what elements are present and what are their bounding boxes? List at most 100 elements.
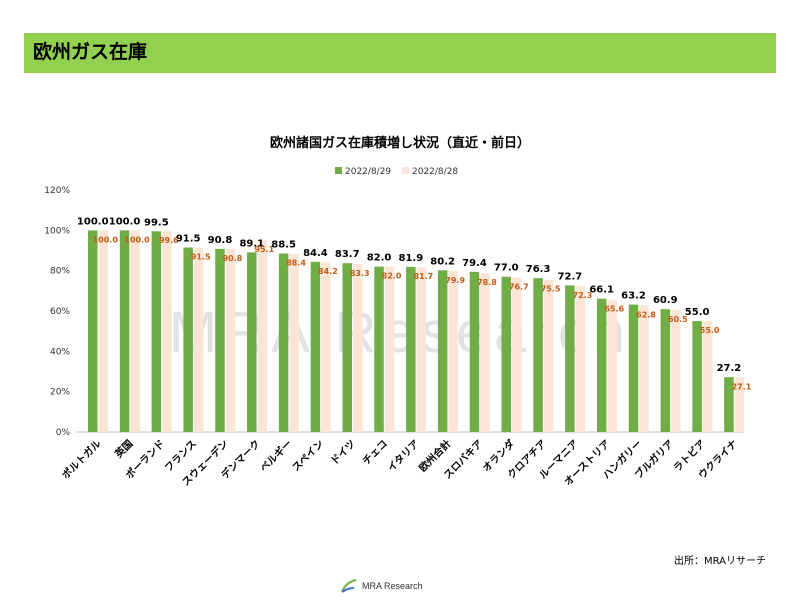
- bar-series-1: [628, 304, 639, 432]
- bar-series-1: [119, 230, 130, 432]
- y-tick-label: 120%: [44, 186, 70, 196]
- bar-series-1: [183, 247, 193, 432]
- bar-series-2: [289, 253, 299, 432]
- bar-series-1: [469, 271, 480, 432]
- bar-series-1: [310, 261, 321, 432]
- data-label-series-1: 80.2: [430, 256, 455, 267]
- logo: MRA Research: [340, 578, 423, 594]
- bar-series-2: [225, 248, 236, 432]
- bar-series-2: [162, 231, 172, 432]
- bar-series-2: [671, 309, 681, 432]
- data-label-series-2: 62.8: [636, 310, 656, 319]
- legend-label-series-1: 2022/8/29: [345, 167, 391, 177]
- y-tick-label: 0%: [56, 428, 71, 438]
- bar-series-2: [384, 266, 395, 432]
- x-tick-label: イタリア: [385, 438, 421, 474]
- data-label-series-1: 63.2: [621, 291, 646, 302]
- data-label-series-2: 76.7: [509, 282, 529, 291]
- chart-title: 欧州諸国ガス在庫積増し状況（直近・前日）: [269, 136, 530, 151]
- bar-series-2: [448, 270, 458, 432]
- data-label-series-1: 55.0: [685, 307, 710, 318]
- bar-series-2: [543, 279, 554, 432]
- data-label-series-1: 82.0: [367, 253, 392, 264]
- bar-series-1: [724, 377, 734, 432]
- data-label-series-1: 81.9: [399, 253, 424, 264]
- page-title: 欧州ガス在庫: [33, 41, 148, 63]
- data-label-series-2: 79.9: [445, 276, 465, 285]
- data-label-series-1: 88.5: [271, 240, 296, 251]
- y-tick-label: 60%: [50, 307, 70, 317]
- data-label-series-1: 91.5: [176, 233, 201, 244]
- data-label-series-2: 82.0: [382, 272, 402, 281]
- data-label-series-2: 60.5: [668, 315, 688, 324]
- bar-series-1: [88, 230, 98, 432]
- bar-series-2: [98, 230, 108, 432]
- bar-series-1: [151, 231, 162, 432]
- data-label-series-1: 66.1: [589, 285, 614, 296]
- bar-series-1: [501, 276, 512, 432]
- legend-swatch-series-2: [402, 167, 409, 174]
- y-tick-label: 80%: [50, 267, 70, 277]
- bar-series-2: [130, 230, 140, 432]
- data-label-series-2: 72.3: [573, 291, 593, 300]
- data-label-series-1: 83.7: [335, 249, 360, 260]
- bar-series-2: [512, 277, 522, 432]
- y-tick-label: 100%: [44, 226, 70, 236]
- watermark: MRA Research: [169, 300, 631, 365]
- bar-series-1: [692, 321, 702, 432]
- data-label-series-1: 84.4: [303, 248, 328, 259]
- bar-series-2: [480, 273, 490, 432]
- bar-series-2: [257, 240, 268, 432]
- bar-series-1: [533, 278, 543, 432]
- bar-series-1: [660, 309, 671, 432]
- data-label-series-2: 88.4: [286, 259, 306, 268]
- data-label-series-2: 100.0: [93, 235, 119, 244]
- bar-series-2: [321, 262, 331, 432]
- data-label-series-2: 75.5: [541, 285, 561, 294]
- x-tick-label: ポルトガル: [59, 437, 104, 482]
- data-label-series-1: 79.4: [462, 258, 487, 269]
- data-label-series-2: 81.7: [413, 272, 433, 281]
- data-label-series-1: 100.0: [109, 216, 141, 227]
- data-label-series-1: 77.0: [494, 263, 519, 274]
- bar-series-1: [596, 298, 607, 432]
- legend-swatch-series-1: [335, 167, 342, 174]
- data-label-series-2: 99.6: [159, 236, 179, 245]
- bar-series-1: [565, 285, 575, 432]
- bar-series-1: [406, 266, 416, 432]
- data-label-series-2: 91.5: [191, 252, 211, 261]
- y-tick-label: 40%: [50, 347, 70, 357]
- data-label-series-2: 27.1: [732, 382, 752, 391]
- data-label-series-1: 99.5: [144, 217, 169, 228]
- data-label-series-2: 55.0: [700, 326, 720, 335]
- bar-series-2: [575, 286, 586, 432]
- bar-series-2: [702, 321, 713, 432]
- data-label-series-1: 89.1: [239, 238, 264, 249]
- y-tick-label: 20%: [50, 388, 70, 398]
- data-label-series-2: 65.6: [604, 305, 624, 314]
- data-label-series-2: 84.2: [318, 267, 338, 276]
- data-label-series-1: 76.3: [526, 264, 551, 275]
- data-label-series-1: 27.2: [717, 363, 742, 374]
- bar-series-1: [342, 263, 352, 432]
- x-tick-label: ベルギー: [257, 437, 294, 474]
- data-label-series-2: 95.1: [254, 245, 274, 254]
- legend-label-series-2: 2022/8/28: [412, 167, 458, 177]
- bar-series-2: [639, 305, 649, 432]
- bar-series-1: [437, 270, 448, 432]
- data-label-series-1: 60.9: [653, 295, 678, 306]
- logo-icon: [341, 579, 357, 593]
- data-label-series-2: 83.3: [350, 269, 370, 278]
- bar-series-2: [352, 264, 363, 432]
- bar-series-1: [278, 253, 289, 432]
- bar-series-1: [374, 266, 384, 432]
- bar-series-2: [193, 247, 204, 432]
- bar-series-1: [247, 252, 257, 432]
- bar-series-2: [734, 377, 745, 432]
- x-tick-label: 英国: [111, 437, 135, 461]
- bar-series-2: [416, 267, 427, 432]
- data-label-series-1: 100.0: [77, 216, 109, 227]
- data-label-series-1: 90.8: [208, 235, 233, 246]
- header-band: [24, 33, 776, 73]
